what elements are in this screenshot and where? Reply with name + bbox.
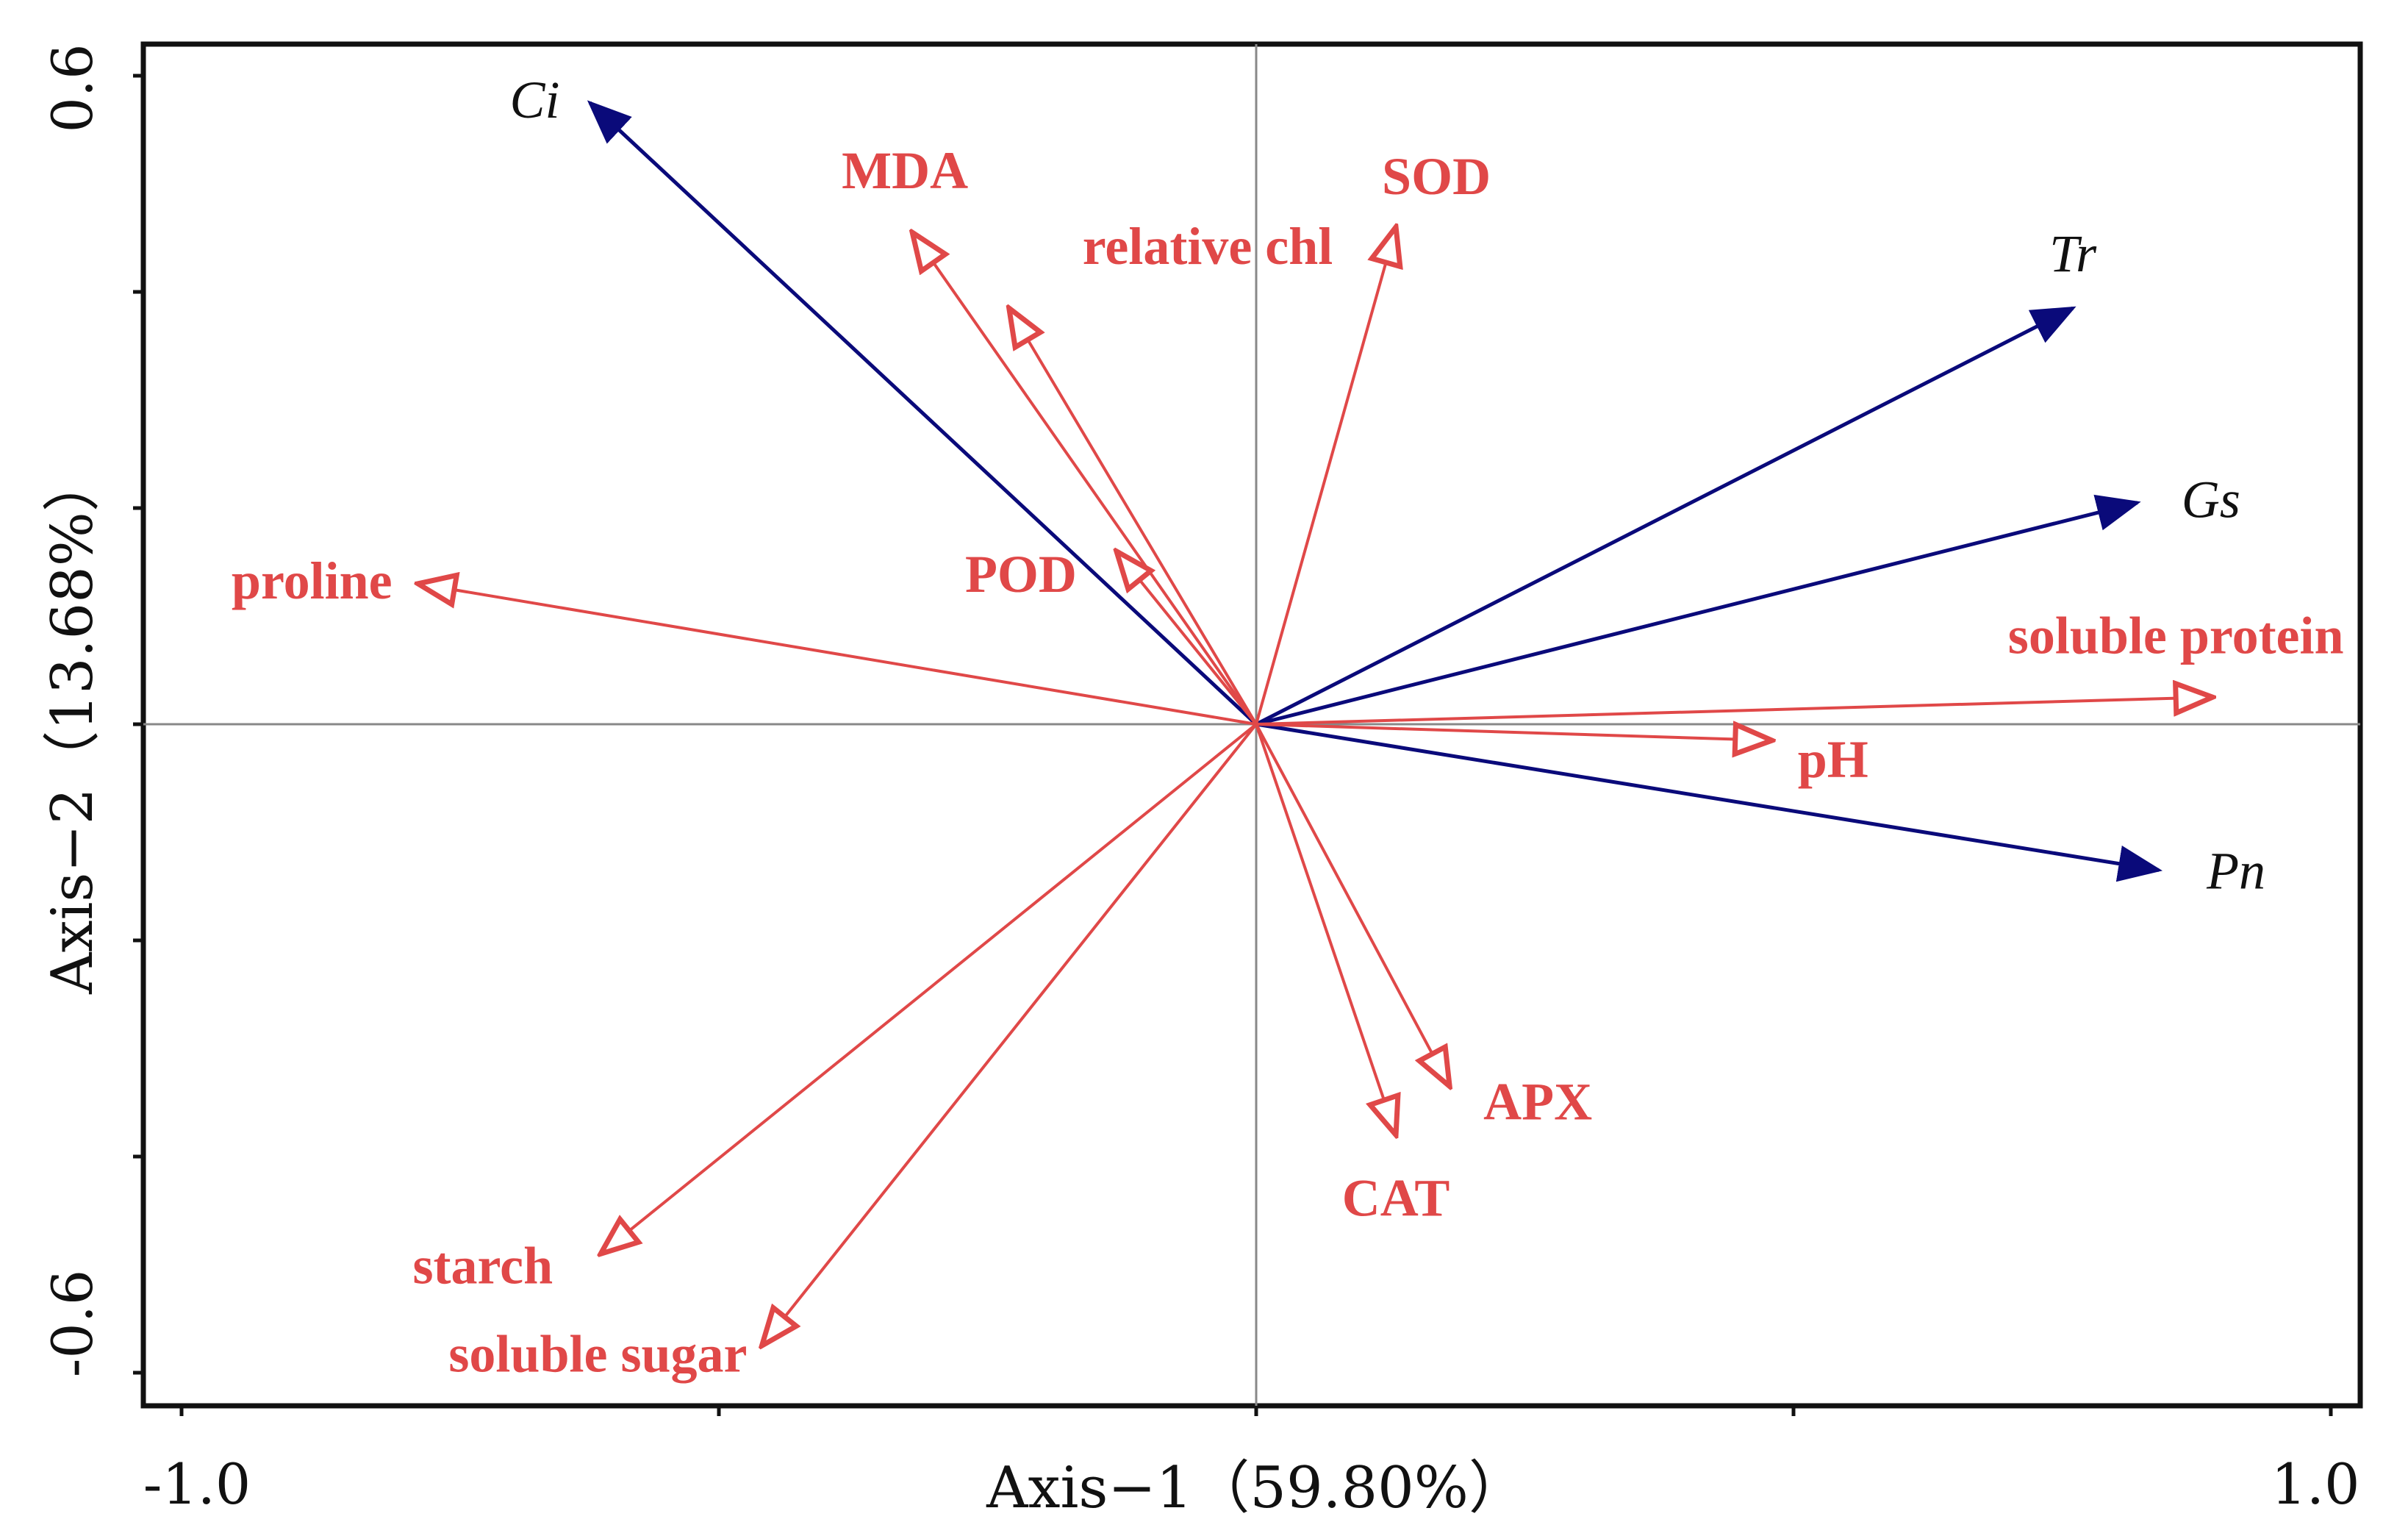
label-ph: pH (1798, 730, 1868, 789)
vector-starch (601, 723, 1258, 1254)
label-proline: proline (232, 551, 393, 610)
label-apx: APX (1483, 1072, 1592, 1131)
x-tick-label-max: 1.0 (2271, 1451, 2360, 1517)
label-mda: MDA (842, 141, 968, 200)
label-soluble-protein: soluble protein (2008, 606, 2344, 665)
label-soluble-sugar: soluble sugar (448, 1324, 747, 1383)
vector-cat (1255, 723, 1396, 1135)
vector-proline (418, 584, 1257, 726)
axis-ticks (133, 74, 2333, 1416)
vector-apx (1255, 723, 1450, 1086)
x-tick-label-min: -1.0 (143, 1451, 251, 1517)
x-axis-title: Axis−1（59.80%） (986, 1455, 1526, 1521)
label-relative-chl: relative chl (1083, 217, 1333, 276)
label-pn: Pn (2206, 841, 2265, 900)
vector-gs (1255, 494, 2141, 726)
vector-ph (1255, 724, 1772, 740)
label-cat: CAT (1342, 1169, 1450, 1228)
y-tick-label-max: 0.6 (40, 44, 105, 133)
vector-sod (1255, 227, 1396, 725)
label-tr: Tr (2049, 224, 2097, 283)
label-sod: SOD (1382, 147, 1491, 206)
vector-ci (587, 100, 1258, 726)
vector-relative-chl (1009, 308, 1258, 726)
label-starch: starch (413, 1236, 553, 1295)
biplot-vectors (418, 100, 2213, 1346)
label-gs: Gs (2182, 471, 2240, 529)
label-ci: Ci (510, 71, 560, 129)
vector-soluble-sugar (762, 723, 1258, 1346)
vector-pn (1255, 722, 2163, 882)
vector-mda (912, 232, 1258, 726)
vector-pod (1117, 551, 1258, 726)
label-pod: POD (965, 545, 1077, 604)
vector-tr (1255, 306, 2076, 726)
y-tick-label-min: -0.6 (40, 1270, 105, 1378)
y-axis-title: Axis−2（13.68%） (40, 454, 106, 995)
vector-labels: Ci Tr Gs Pn MDA relative chl SOD POD proline solu… (232, 71, 2344, 1384)
vector-soluble-protein (1255, 697, 2212, 726)
